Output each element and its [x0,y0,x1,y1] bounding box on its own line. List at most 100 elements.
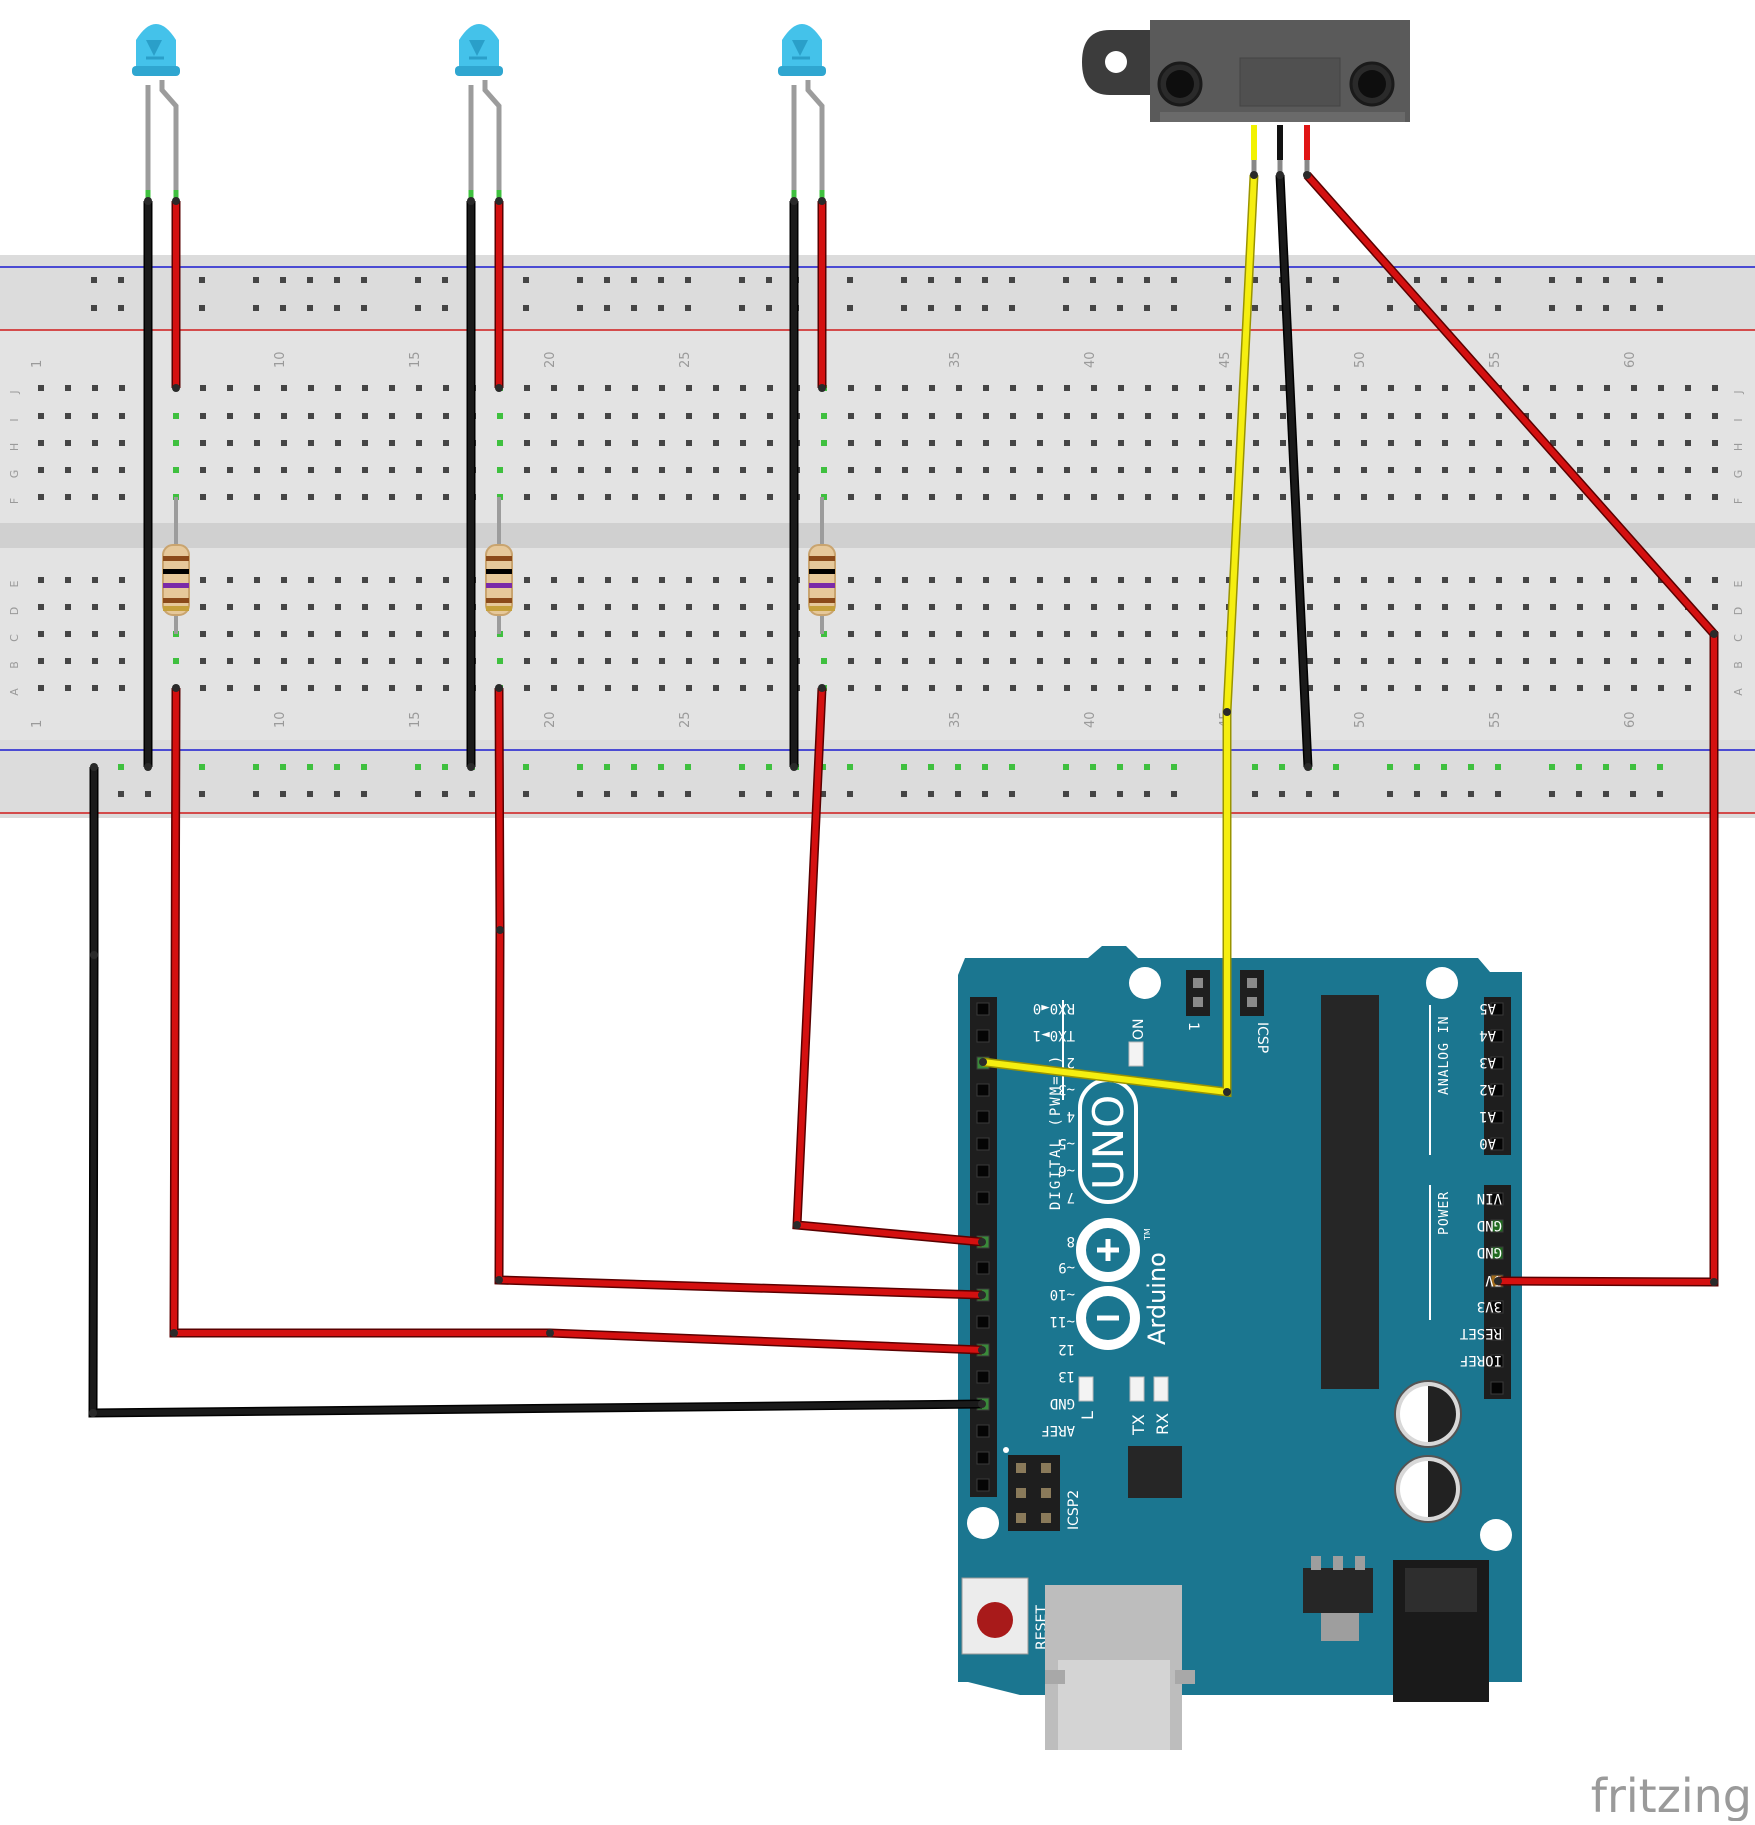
header-pin[interactable] [1490,1002,1504,1016]
header-pin[interactable] [1490,1246,1504,1260]
header-pin[interactable] [976,1029,990,1043]
breadboard-hole [1199,494,1205,500]
header-pin[interactable] [1490,1219,1504,1233]
header-pin[interactable] [976,1110,990,1124]
breadboard-hole [1280,385,1286,391]
rail-hole [1495,305,1501,311]
power-pin-label: IOREF [1460,1352,1502,1368]
resistor[interactable] [485,497,513,634]
header-pin[interactable] [976,1191,990,1205]
breadboard-hole [119,658,125,664]
breadboard-hole [686,658,692,664]
wire-gnd-rail-to-arduino[interactable] [88,767,983,1418]
breadboard-hole [389,385,395,391]
breadboard-hole [1631,413,1637,419]
header-pin[interactable] [976,1083,990,1097]
breadboard-hole [1226,577,1232,583]
row-label: C [8,634,21,642]
regulator-tab [1321,1613,1359,1641]
rail-hole [1630,791,1636,797]
header-pin[interactable] [976,1370,990,1384]
mount-hole-1 [1129,967,1161,999]
resistor[interactable] [162,497,190,634]
header-pin[interactable] [1490,1327,1504,1341]
header-pin[interactable] [1490,1192,1504,1206]
rail-hole [415,791,421,797]
header-pin[interactable] [1490,1300,1504,1314]
breadboard-hole [1577,440,1583,446]
header-pin[interactable] [1490,1083,1504,1097]
breadboard-hole [92,413,98,419]
arduino-uno-board[interactable]: RX0◄0TX0►12~34~5~678~9~10~111213GNDAREF … [958,946,1522,1750]
breadboard-hole [740,413,746,419]
led-leg-anode [159,80,179,200]
breadboard-hole [1388,685,1394,691]
breadboard-hole [119,385,125,391]
breadboard-hole [1388,413,1394,419]
rail-hole [739,791,745,797]
power-pin-label: 3V3 [1477,1298,1502,1314]
blue-led[interactable] [455,24,503,202]
blue-led[interactable] [778,24,826,202]
header-pin[interactable] [1490,1029,1504,1043]
rail-hole [577,305,583,311]
led-leg-anode [805,80,825,200]
breadboard-hole [1361,685,1367,691]
breadboard-hole [1523,385,1529,391]
breadboard-hole [1604,631,1610,637]
header-pin[interactable] [976,1315,990,1329]
header-pin[interactable] [1490,1137,1504,1151]
header-pin[interactable] [976,1002,990,1016]
breadboard-hole [1604,685,1610,691]
arduino-pcb [958,946,1522,1695]
header-pin[interactable] [1490,1381,1504,1395]
breadboard-hole [1577,685,1583,691]
resistor-band [163,606,189,611]
ir-distance-sensor[interactable] [1082,20,1455,175]
wire-joint [90,763,98,771]
reset-button-cap[interactable] [977,1602,1013,1638]
breadboard-hole [1658,413,1664,419]
rail-hole [1171,764,1177,770]
header-pin[interactable] [1490,1354,1504,1368]
breadboard-hole [227,631,233,637]
breadboard-hole [875,385,881,391]
header-pin[interactable] [1490,1056,1504,1070]
breadboard-hole [767,413,773,419]
digital-pin-label: 8 [1067,1233,1075,1249]
reset-button[interactable] [961,1577,1029,1655]
breadboard-hole [767,577,773,583]
led-rim [778,66,826,76]
breadboard-hole [1091,685,1097,691]
breadboard-hole [65,467,71,473]
breadboard-hole [1253,658,1259,664]
breadboard-hole [713,604,719,610]
header-pin[interactable] [976,1451,990,1465]
breadboard-hole [1550,631,1556,637]
breadboard-hole [767,658,773,664]
breadboard-hole [1442,440,1448,446]
rail-hole [1468,305,1474,311]
rail-hole [1630,305,1636,311]
header-pin[interactable] [976,1478,990,1492]
wire-joint [1710,1278,1718,1286]
breadboard-hole [254,658,260,664]
header-pin[interactable] [976,1137,990,1151]
row-label: J [8,390,21,394]
resistor[interactable] [808,497,836,634]
breadboard-hole [659,604,665,610]
rail-hole [766,764,772,770]
breadboard-hole [740,440,746,446]
header-pin[interactable] [1490,1110,1504,1124]
breadboard-hole [1442,494,1448,500]
header-pin[interactable] [976,1164,990,1178]
header-pin[interactable] [976,1261,990,1275]
breadboard-hole [632,494,638,500]
breadboard-hole [578,577,584,583]
header-pin[interactable] [976,1424,990,1438]
breadboard-hole [227,494,233,500]
analog-pin-label: A2 [1479,1081,1496,1097]
blue-led[interactable] [132,24,180,202]
rail-hole [1549,764,1555,770]
icsp-label: ICSP [1254,1022,1270,1053]
